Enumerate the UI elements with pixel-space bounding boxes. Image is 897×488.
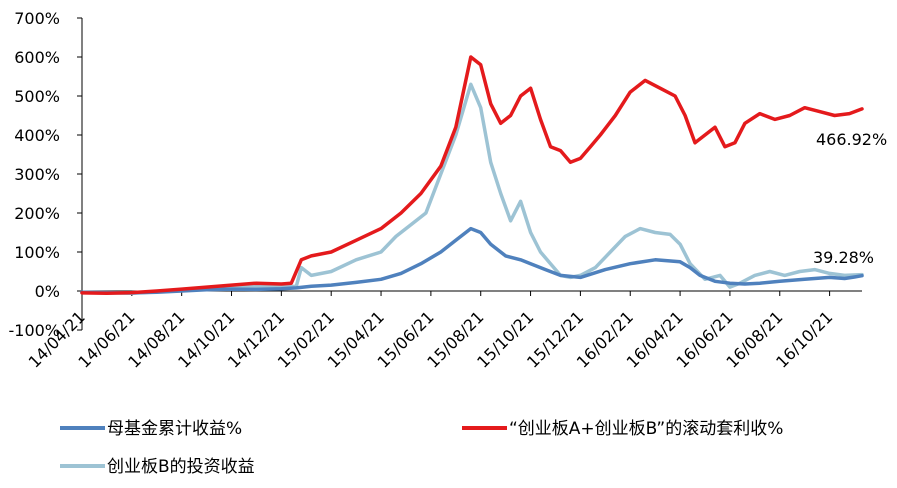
y-tick-label: 600% [14, 48, 60, 67]
x-tick-group: 14/04/2114/06/2114/08/2114/10/2114/12/21… [25, 291, 836, 372]
y-tick-label: 500% [14, 87, 60, 106]
series-line-0 [80, 226, 864, 295]
legend-label: 创业板B的投资收益 [107, 457, 255, 477]
y-tick-label: -100% [8, 321, 60, 340]
legend-label: “创业板A+创业板B”的滚动套利收% [509, 419, 783, 439]
y-tick-label: 700% [14, 9, 60, 28]
end-label-group: 39.28% 466.92% [813, 130, 887, 267]
series-group [80, 55, 864, 296]
series-line-2 [80, 82, 864, 296]
end-value-label: 39.28% [813, 248, 874, 267]
y-tick-label: 100% [14, 243, 60, 262]
y-tick-label: 400% [14, 126, 60, 145]
y-tick-label: 200% [14, 204, 60, 223]
end-value-label: 466.92% [816, 130, 887, 149]
y-tick-label: 300% [14, 165, 60, 184]
series-line-1 [80, 55, 864, 296]
y-tick-label: 0% [35, 282, 60, 301]
legend-label: 母基金累计收益% [107, 419, 242, 439]
y-tick-group: -100% 0% 100% 200% 300% 400% 500% 600% 700% [8, 9, 82, 340]
legend: 母基金累计收益% “创业板A+创业板B”的滚动套利收% 创业板B的投资收益 [60, 419, 783, 477]
